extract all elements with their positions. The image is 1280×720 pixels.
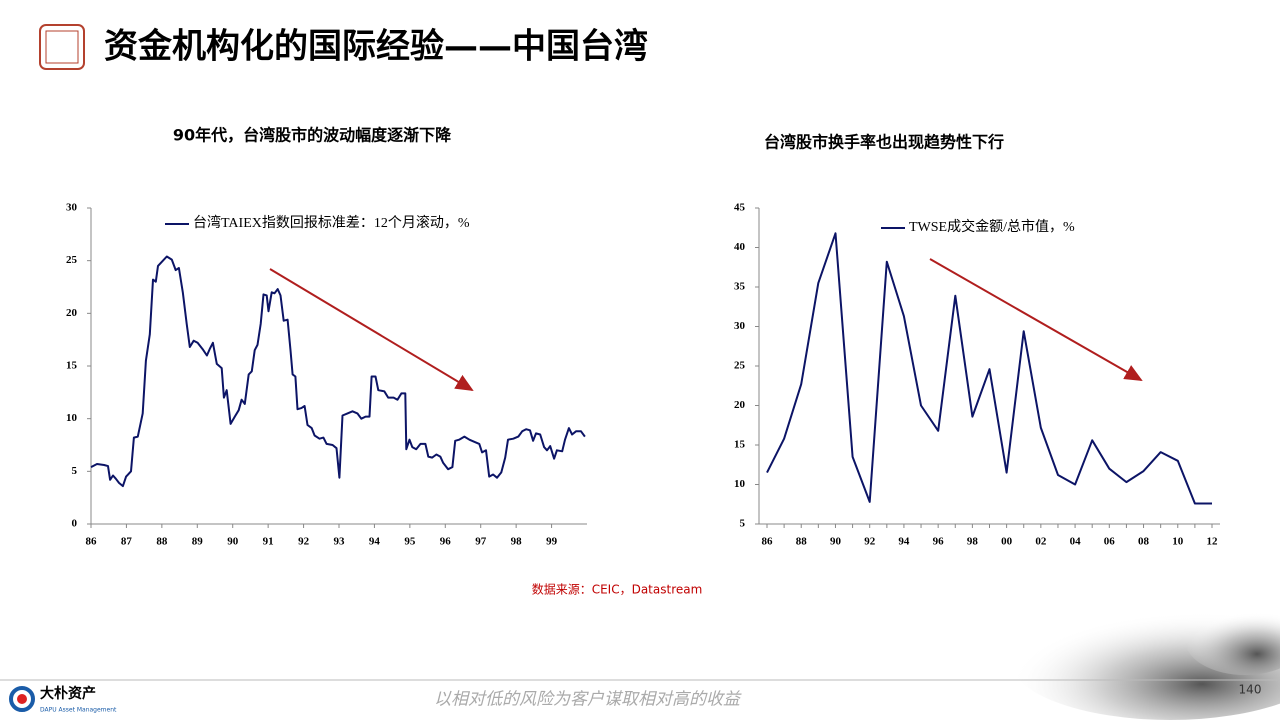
- x-tick-label: 88: [156, 536, 168, 548]
- x-tick-label: 86: [762, 536, 774, 548]
- legend-label: 台湾TAIEX指数回报标准差：12个月滚动，%: [193, 214, 470, 231]
- y-tick-label: 35: [734, 281, 746, 293]
- slide-title: 资金机构化的国际经验——中国台湾: [104, 27, 648, 67]
- x-tick-label: 89: [192, 536, 204, 548]
- y-tick-label: 0: [72, 518, 78, 530]
- y-tick-label: 30: [734, 320, 746, 332]
- x-tick-label: 93: [334, 536, 346, 548]
- footer-logo-dot: [17, 694, 27, 704]
- y-tick-label: 40: [734, 241, 746, 253]
- ink-painting: [1185, 605, 1280, 675]
- logo-sub: DAPU Asset Management: [40, 707, 117, 714]
- x-tick-label: 90: [830, 536, 842, 548]
- x-tick-label: 97: [475, 536, 487, 548]
- seal-logo: [39, 24, 85, 70]
- x-tick-label: 99: [546, 536, 558, 548]
- x-tick-label: 00: [1001, 536, 1013, 548]
- x-tick-label: 98: [967, 536, 979, 548]
- y-tick-label: 30: [66, 202, 78, 214]
- trend-arrow: [929, 258, 1143, 381]
- x-tick-label: 10: [1172, 536, 1184, 548]
- x-tick-label: 92: [864, 536, 876, 548]
- y-tick-label: 15: [734, 439, 746, 451]
- footer-logo: [9, 686, 35, 712]
- y-tick-label: 20: [66, 307, 78, 319]
- source-note: 数据来源：CEIC，Datastream: [532, 582, 703, 597]
- x-tick-label: 92: [298, 536, 310, 548]
- legend-label: TWSE成交金额/总市值，%: [909, 218, 1075, 235]
- y-tick-label: 10: [734, 478, 746, 490]
- chart-title: 台湾股市换手率也出现趋势性下行: [764, 133, 1004, 152]
- seal-inner: [45, 30, 79, 64]
- y-tick-label: 25: [734, 360, 746, 372]
- x-tick-label: 96: [440, 536, 452, 548]
- x-tick-label: 96: [933, 536, 945, 548]
- trend-arrow: [269, 268, 474, 392]
- y-tick-label: 15: [66, 360, 78, 372]
- y-tick-label: 25: [66, 254, 78, 266]
- x-tick-label: 86: [86, 536, 98, 548]
- page-number: 140: [1239, 683, 1262, 697]
- x-tick-label: 94: [369, 536, 381, 548]
- y-tick-label: 20: [734, 399, 746, 411]
- line-series: [766, 232, 1212, 505]
- x-tick-label: 88: [796, 536, 808, 548]
- y-tick-label: 45: [734, 202, 746, 214]
- x-tick-label: 04: [1070, 536, 1082, 548]
- y-tick-label: 5: [72, 465, 78, 477]
- x-tick-label: 91: [263, 536, 274, 548]
- x-tick-label: 94: [898, 536, 910, 548]
- x-tick-label: 90: [227, 536, 239, 548]
- x-tick-label: 02: [1035, 536, 1047, 548]
- x-tick-label: 06: [1104, 536, 1116, 548]
- x-tick-label: 95: [404, 536, 416, 548]
- slogan: 以相对低的风险为客户谋取相对高的收益: [434, 690, 742, 710]
- x-tick-label: 98: [511, 536, 523, 548]
- y-tick-label: 10: [66, 412, 78, 424]
- x-tick-label: 87: [121, 536, 133, 548]
- logo-name: 大朴资产: [40, 685, 96, 702]
- y-tick-label: 5: [740, 518, 746, 530]
- line-series: [90, 255, 586, 488]
- chart-title: 90年代，台湾股市的波动幅度逐渐下降: [173, 126, 452, 145]
- x-tick-label: 12: [1207, 536, 1219, 548]
- x-tick-label: 08: [1138, 536, 1150, 548]
